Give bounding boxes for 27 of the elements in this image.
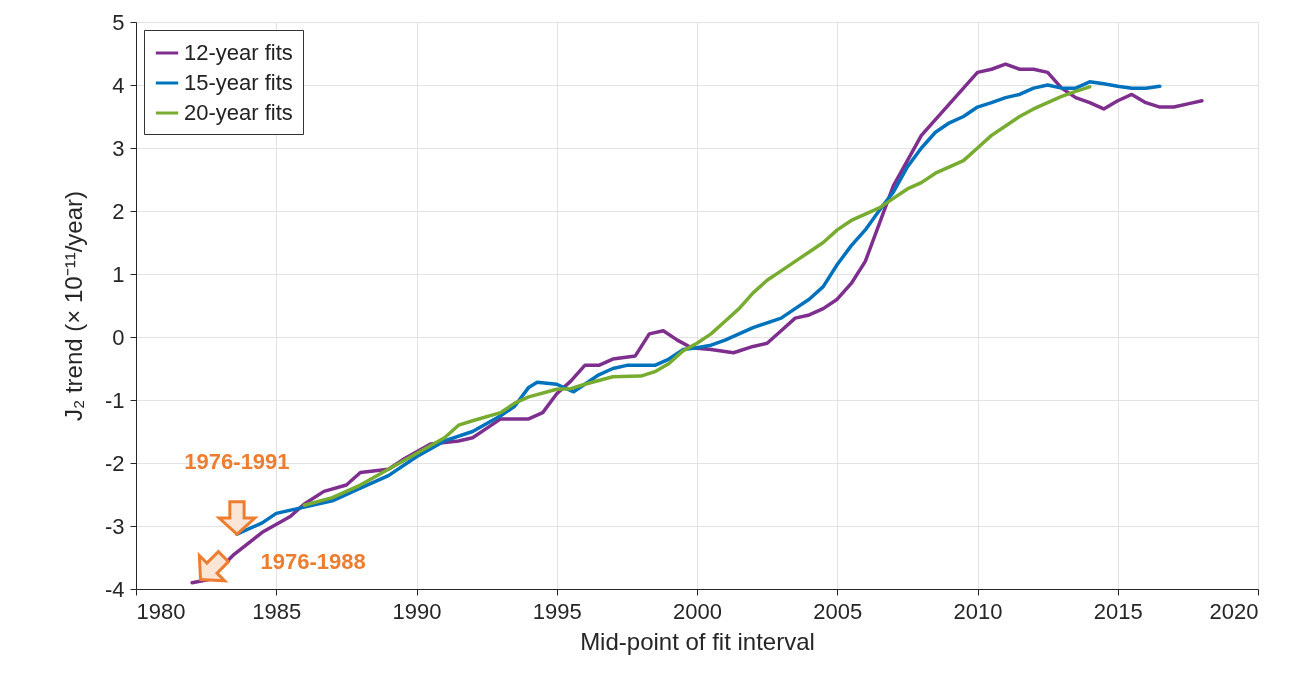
x-tick-label: 2015 [1093,598,1143,624]
y-tick-label: 1 [112,261,125,287]
x-tick-label: 1980 [136,598,186,624]
y-axis-title: J₂ trend (× 10⁻¹¹/year) [59,190,87,422]
y-tick-label: 0 [112,324,125,350]
legend-label: 12-year fits [184,40,293,65]
y-tick-label: -3 [104,513,125,539]
legend-label: 15-year fits [184,70,293,95]
x-tick-label: 1985 [252,598,302,624]
annotation: 1976-1988 [260,548,366,574]
y-tick-label: -1 [104,387,125,413]
x-tick-label: 2010 [953,598,1003,624]
y-tick-label: -4 [104,576,125,602]
x-tick-label: 2005 [813,598,863,624]
y-tick-label: 4 [112,72,125,98]
annotation: 1976-1991 [184,449,290,475]
line-series [302,85,1092,507]
y-tick-label: 2 [112,198,125,224]
y-tick-label: -2 [104,450,125,476]
x-tick-label: 2000 [673,598,722,624]
x-tick-label: 1990 [392,598,442,624]
x-axis-title: Mid-point of fit interval [580,627,815,655]
x-tick-label: 1995 [532,598,582,624]
x-tick-label: 2020 [1209,598,1259,624]
legend-label: 20-year fits [184,100,293,125]
y-tick-label: 5 [112,9,125,35]
y-tick-label: 3 [112,135,125,161]
